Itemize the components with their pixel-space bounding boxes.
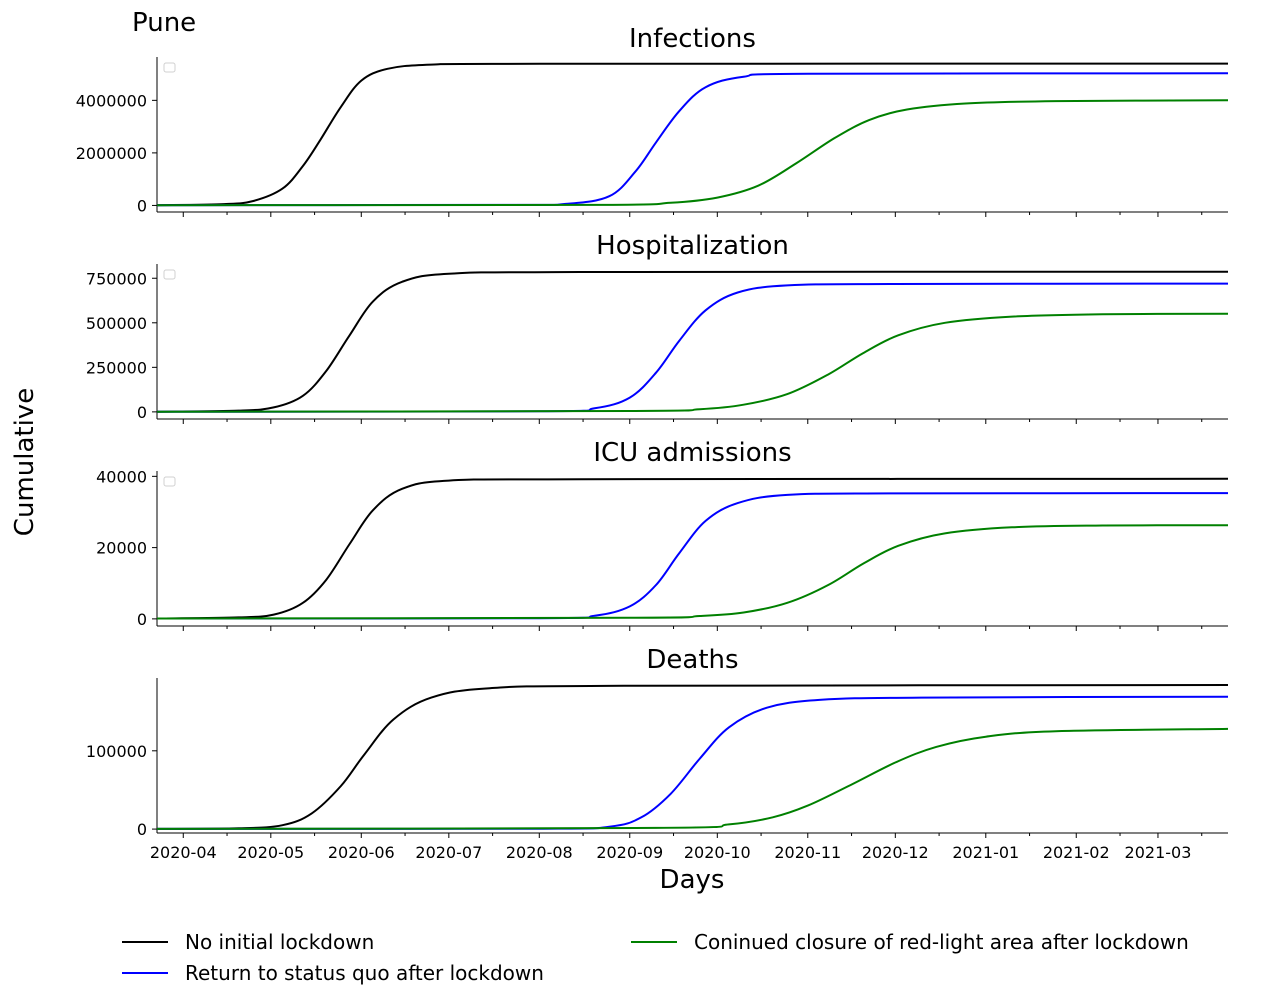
x-tick-label: 2021-01 (952, 843, 1019, 862)
series-line-no-initial-lockdown (156, 684, 1229, 830)
x-tick-label: 2020-08 (506, 843, 573, 862)
y-tick-label: 0 (137, 196, 147, 215)
empty-legend-box (163, 269, 176, 280)
y-tick-label: 40000 (96, 467, 147, 486)
legend-label-no-lockdown: No initial lockdown (185, 930, 374, 954)
legend-label-status-quo: Return to status quo after lockdown (185, 961, 544, 985)
empty-legend-box (163, 476, 176, 487)
series-line-coninued-closure-of-red-light- (156, 524, 1229, 620)
x-tick-label: 2021-02 (1043, 843, 1110, 862)
panel-title: Infections (629, 24, 756, 54)
panel-hospitalization: Hospitalization 0 250000 500000 750000 (86, 231, 1229, 424)
legend-label-red-light-closure: Coninued closure of red-light area after… (694, 930, 1189, 954)
x-tick-label: 2020-11 (774, 843, 841, 862)
y-tick-label: 100000 (86, 742, 147, 761)
y-axis-label: Cumulative (10, 388, 40, 536)
y-tick-label: 20000 (96, 539, 147, 558)
y-tick-label: 750000 (86, 269, 147, 288)
y-tick-label: 2000000 (76, 144, 147, 163)
panel-deaths: Deaths 0 100000 (86, 645, 1229, 839)
x-tick-label: 2020-09 (596, 843, 663, 862)
legend-item-status-quo: Return to status quo after lockdown (122, 961, 544, 985)
panel-title: Deaths (646, 645, 738, 675)
y-tick-label: 0 (137, 610, 147, 629)
x-tick-label: 2020-04 (150, 843, 217, 862)
legend-item-red-light-closure: Coninued closure of red-light area after… (631, 930, 1189, 954)
x-tick-label: 2021-03 (1125, 843, 1192, 862)
series-line-return-to-status-quo-after-loc (156, 282, 1229, 413)
x-tick-label: 2020-07 (415, 843, 482, 862)
panel-title: Hospitalization (596, 231, 789, 261)
y-tick-label: 0 (137, 403, 147, 422)
series-line-coninued-closure-of-red-light- (156, 99, 1229, 207)
series-line-coninued-closure-of-red-light- (156, 312, 1229, 413)
y-tick-label: 4000000 (76, 91, 147, 110)
panel-infections: Infections 0 2000000 4000000 (76, 24, 1229, 217)
figure-title: Pune (132, 8, 196, 38)
x-tick-label: 2020-06 (328, 843, 395, 862)
y-tick-label: 500000 (86, 314, 147, 333)
x-tick-label: 2020-10 (684, 843, 751, 862)
series-line-coninued-closure-of-red-light- (156, 727, 1229, 830)
series-line-return-to-status-quo-after-loc (156, 72, 1229, 207)
series-line-return-to-status-quo-after-loc (156, 492, 1229, 620)
panel-icu-admissions: ICU admissions 0 20000 40000 (96, 438, 1229, 631)
x-axis-label: Days (660, 865, 725, 895)
legend-item-no-lockdown: No initial lockdown (122, 930, 374, 954)
y-tick-label: 0 (137, 820, 147, 839)
series-line-no-initial-lockdown (156, 270, 1229, 413)
x-tick-label: 2020-12 (862, 843, 929, 862)
series-line-no-initial-lockdown (156, 477, 1229, 620)
y-tick-label: 250000 (86, 358, 147, 377)
empty-legend-box (163, 62, 176, 73)
legend: No initial lockdown Return to status quo… (122, 930, 1189, 985)
series-line-no-initial-lockdown (156, 62, 1229, 207)
x-tick-label: 2020-05 (237, 843, 304, 862)
panel-title: ICU admissions (593, 438, 791, 468)
